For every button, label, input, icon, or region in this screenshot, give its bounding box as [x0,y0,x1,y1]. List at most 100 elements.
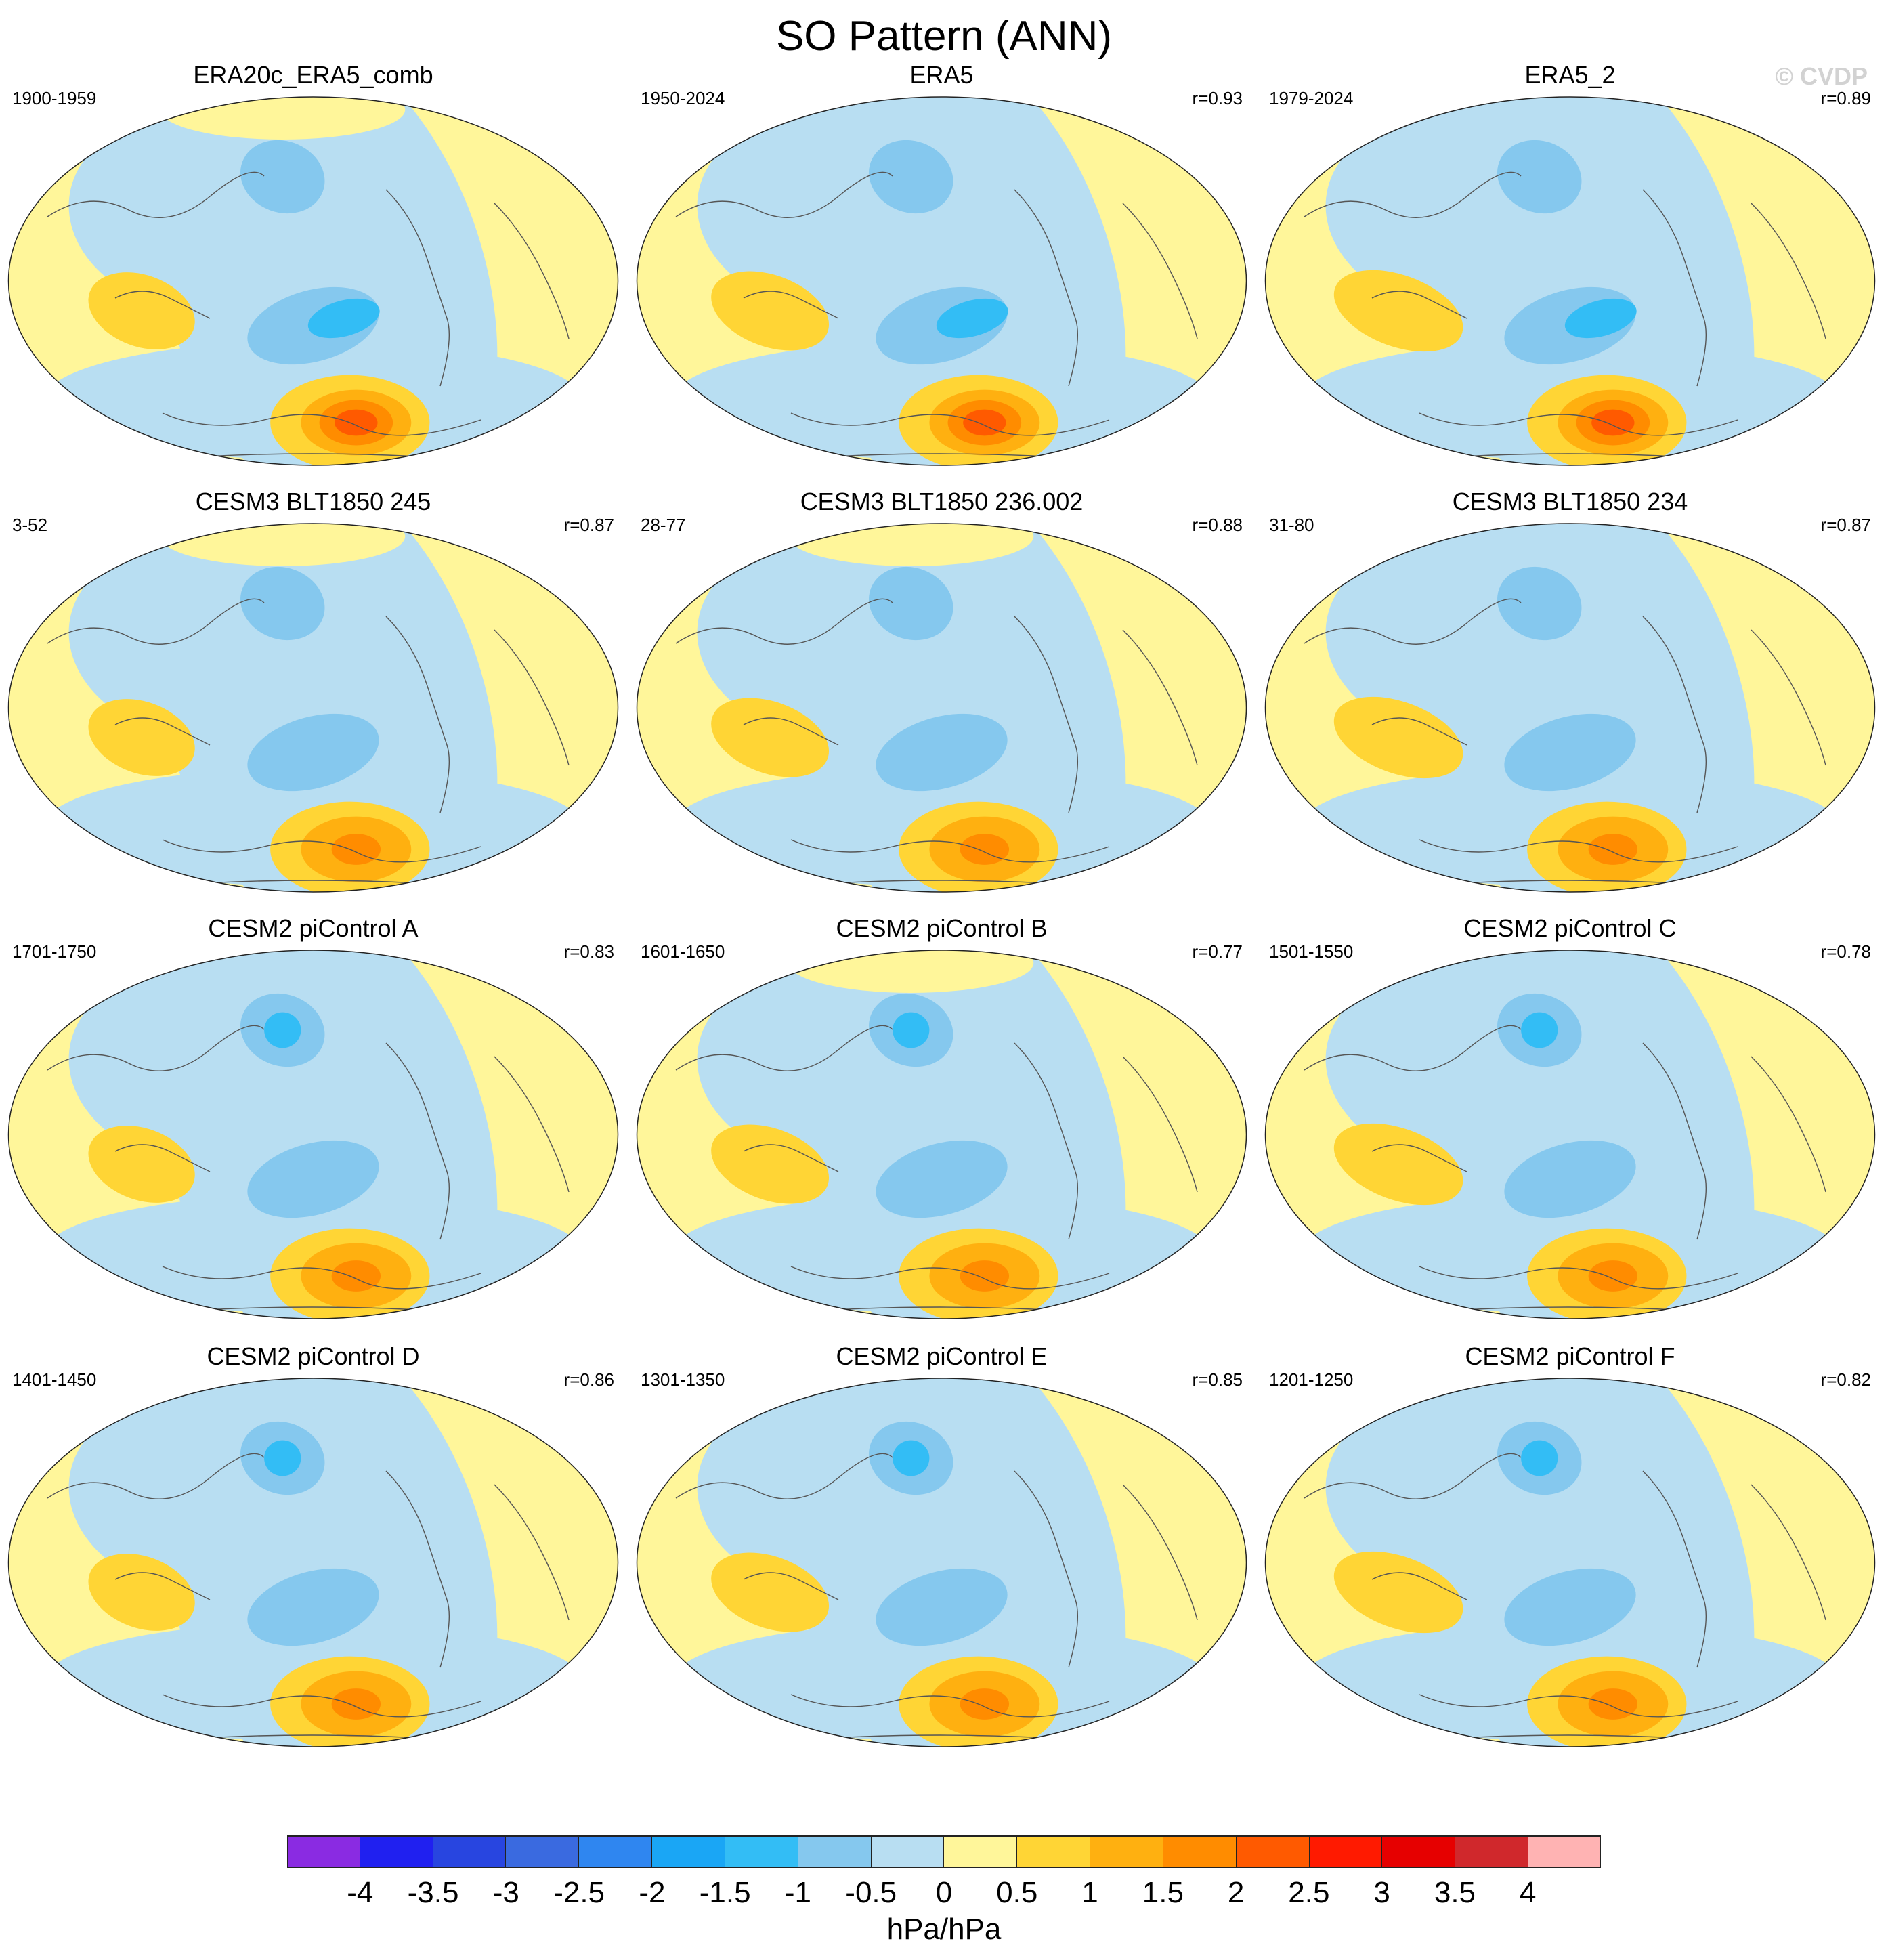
panel-title: ERA5_2 [1524,61,1616,89]
contour-region [876,713,1008,792]
coastline [1304,171,1522,218]
map-outline [7,1378,619,1747]
contour-region [331,834,381,865]
coastline [162,1266,481,1290]
contour-region [1521,1440,1558,1476]
contour-region [711,1552,830,1632]
panel-title: ERA20c_ERA5_comb [193,61,433,89]
coastline [1642,616,1707,813]
coastline [47,598,265,645]
contour-region [8,807,197,891]
colorbar-cell [287,1835,360,1868]
panel-title: CESM3 BLT1850 236.002 [800,488,1084,515]
contour-region [893,1440,930,1476]
coastline [1304,1453,1522,1499]
map-panel: CESM2 piControl D 1401-1450 r=0.86 [0,1342,626,1749]
colorbar-cell [652,1835,725,1868]
map-panel: CESM2 piControl E 1301-1350 r=0.85 [628,1342,1255,1749]
contour-region [711,1124,830,1204]
coastline [1642,1470,1707,1668]
contour-region [1591,409,1635,436]
coastline [114,717,211,746]
map-outline [1264,950,1876,1319]
map-svg [636,950,1247,1319]
contour-region [1504,1568,1636,1646]
panel-title: CESM2 piControl D [207,1342,420,1370]
map-outline [1264,523,1876,893]
coastline [494,1484,570,1621]
colorbar-tick-label: -2 [639,1876,666,1909]
panel-correlation: r=0.78 [1820,941,1871,962]
contour-region [1333,1123,1463,1206]
map-panel: CESM2 piControl B 1601-1650 r=0.77 [628,914,1255,1321]
panel-title: CESM2 piControl C [1463,914,1677,942]
coastline [1642,189,1707,387]
map-outline [1264,96,1876,466]
map-panel: CESM3 BLT1850 236.002 28-77 r=0.88 [628,488,1255,894]
contour-region [264,1012,301,1048]
coastline [743,1144,839,1172]
map-svg [1264,950,1876,1319]
coastline [1371,1144,1467,1172]
panel-period: 1701-1750 [12,941,97,962]
colorbar-tick-label: -3.5 [407,1876,459,1909]
coastline [162,839,481,863]
contour-region [936,298,1008,339]
panel-period: 1301-1350 [641,1369,725,1390]
contour-region [637,1234,825,1318]
panel-period: 1501-1550 [1269,941,1354,962]
coastline [494,1056,570,1193]
panel-period: 3-52 [12,515,48,535]
colorbar-tick-label: -0.5 [845,1876,897,1909]
panel-period: 31-80 [1269,515,1314,535]
map-panel: ERA20c_ERA5_comb 1900-1959 [0,61,626,467]
map-outline [636,96,1247,466]
colorbar-cell [1090,1835,1163,1868]
contour-region [1588,1688,1638,1720]
coastline [385,189,450,387]
panel-correlation: r=0.89 [1820,88,1871,108]
panel-period: 1950-2024 [641,88,725,108]
contour-region [788,950,1034,993]
coastline [114,1144,211,1172]
map-svg [1264,523,1876,893]
map-outline [7,523,619,893]
map-outline [636,523,1247,893]
coastline [790,839,1110,863]
colorbar-tick-label: 4 [1519,1876,1537,1909]
coastline [1014,1042,1079,1240]
coastline [675,1453,893,1499]
coastline [1419,839,1738,863]
coastline [1751,1056,1826,1193]
contour-region [1333,1551,1463,1634]
coastline [1014,616,1079,813]
coastline [1371,291,1467,319]
coastline [114,291,211,319]
panel-title: ERA5 [909,61,974,89]
panel-correlation: r=0.87 [563,515,614,535]
contour-region [247,1568,379,1646]
colorbar-cell [506,1835,580,1868]
contour-region [1497,566,1582,641]
colorbar-tick-label: 3 [1373,1876,1390,1909]
contour-region [88,1126,195,1203]
colorbar-tick-label: -1.5 [699,1876,751,1909]
coastline [1122,203,1198,339]
contour-region [1265,1662,1454,1746]
contour-region [8,1234,197,1318]
contour-region [240,140,325,214]
coastline [790,1266,1110,1290]
map-outline [7,950,619,1319]
contour-region [331,1688,381,1720]
panel-title: CESM2 piControl F [1465,1342,1675,1370]
map-svg [636,523,1247,893]
colorbar-tick-label: 3.5 [1434,1876,1476,1909]
coastline [494,203,570,339]
panel-correlation: r=0.88 [1192,515,1243,535]
panel-period: 1601-1650 [641,941,725,962]
coastline [47,1025,265,1071]
contour-region [1497,140,1582,214]
contour-region [264,1440,301,1476]
coastline [1419,412,1738,436]
